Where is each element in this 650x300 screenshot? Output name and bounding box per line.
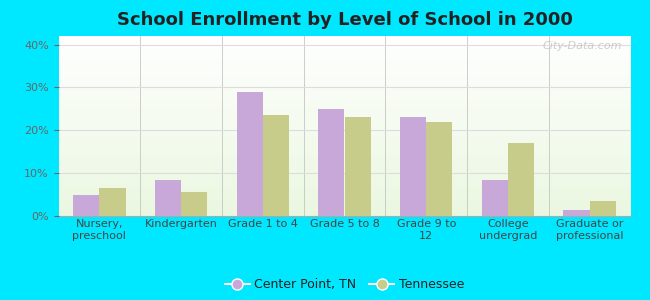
Bar: [344, 117, 370, 216]
Bar: [482, 180, 508, 216]
Bar: [99, 188, 125, 216]
Bar: [181, 192, 207, 216]
Legend: Center Point, TN, Tennessee: Center Point, TN, Tennessee: [220, 273, 469, 296]
Bar: [237, 92, 263, 216]
Bar: [73, 195, 99, 216]
Title: School Enrollment by Level of School in 2000: School Enrollment by Level of School in …: [116, 11, 573, 29]
Bar: [155, 180, 181, 216]
Bar: [564, 210, 590, 216]
Bar: [590, 201, 616, 216]
Text: City-Data.com: City-Data.com: [542, 41, 622, 51]
Bar: [318, 109, 344, 216]
Bar: [263, 115, 289, 216]
Bar: [508, 143, 534, 216]
Bar: [426, 122, 452, 216]
Bar: [400, 117, 426, 216]
